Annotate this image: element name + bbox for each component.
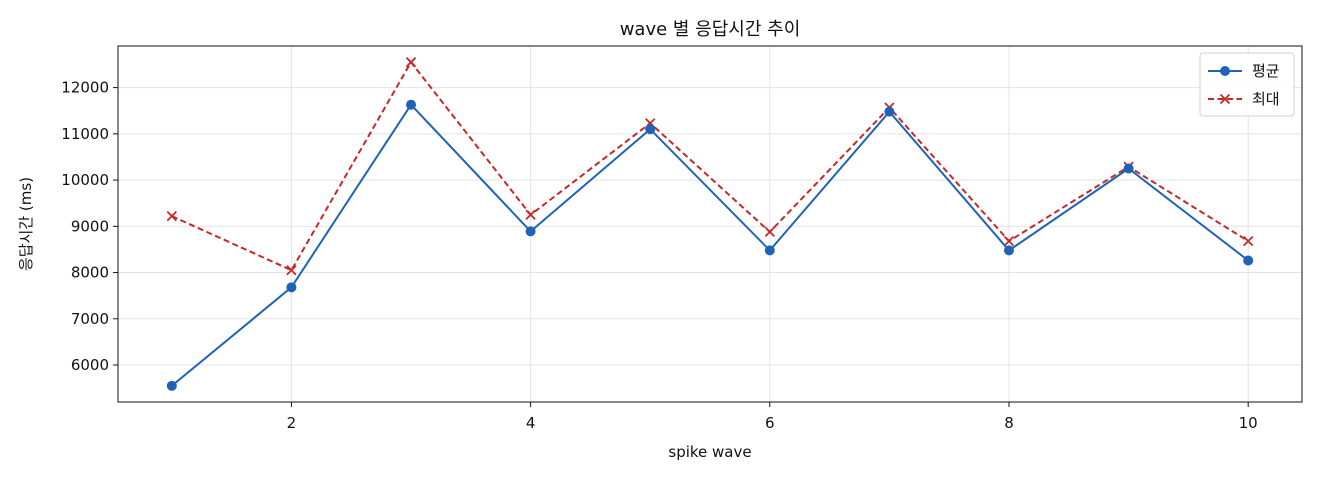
legend-marker-1 bbox=[1220, 66, 1230, 76]
series-1-point bbox=[764, 245, 775, 256]
x-axis: 2 4 6 8 10 bbox=[287, 402, 1258, 432]
y-tick-label: 7000 bbox=[71, 310, 109, 328]
y-axis: 6000 7000 8000 9000 10000 11000 12000 bbox=[61, 79, 118, 374]
series-2-point bbox=[286, 265, 297, 276]
series-1-line bbox=[171, 103, 1249, 387]
x-tick-label: 2 bbox=[287, 414, 297, 432]
y-tick-label: 9000 bbox=[71, 217, 109, 235]
series-2-point bbox=[166, 211, 177, 222]
series-1-point bbox=[1003, 245, 1014, 256]
y-tick-label: 10000 bbox=[61, 171, 109, 189]
series-2-line bbox=[171, 60, 1249, 272]
x-tick-label: 10 bbox=[1239, 414, 1258, 432]
grid-lines bbox=[118, 46, 1302, 402]
series-2-point bbox=[405, 57, 417, 68]
series-layer bbox=[166, 57, 1254, 391]
chart-title: wave 별 응답시간 추이 bbox=[620, 19, 801, 40]
x-tick-label: 6 bbox=[765, 414, 775, 432]
legend-box bbox=[1199, 52, 1295, 117]
series-2-point bbox=[525, 209, 536, 220]
series-1-point bbox=[645, 124, 656, 135]
y-tick-label: 6000 bbox=[71, 356, 109, 374]
series-2-point bbox=[1243, 235, 1254, 247]
x-tick-label: 4 bbox=[526, 414, 536, 432]
y-tick-label: 8000 bbox=[71, 264, 109, 282]
series-2-point bbox=[1003, 235, 1015, 247]
series-2 bbox=[166, 57, 1254, 276]
series-1-point bbox=[1123, 163, 1134, 174]
plot-frame bbox=[117, 45, 1303, 403]
y-tick-label: 12000 bbox=[61, 79, 109, 97]
series-1-point bbox=[525, 226, 536, 237]
x-tick-label: 8 bbox=[1004, 414, 1014, 432]
series-1-point bbox=[286, 282, 297, 293]
y-tick-label: 11000 bbox=[61, 125, 109, 143]
legend-label-1: 평균 bbox=[1252, 62, 1280, 80]
x-axis-title: spike wave bbox=[668, 443, 751, 461]
series-1-point bbox=[884, 106, 895, 117]
series-1-point bbox=[166, 380, 177, 391]
legend-label-2: 최대 bbox=[1252, 90, 1280, 108]
y-axis-title: 응답시간 (ms) bbox=[17, 177, 35, 271]
series-2-point bbox=[764, 226, 775, 237]
legend-marker-2 bbox=[1219, 93, 1231, 105]
series-1-point bbox=[1243, 255, 1254, 266]
series-1 bbox=[166, 99, 1254, 391]
series-1-point bbox=[406, 99, 417, 110]
